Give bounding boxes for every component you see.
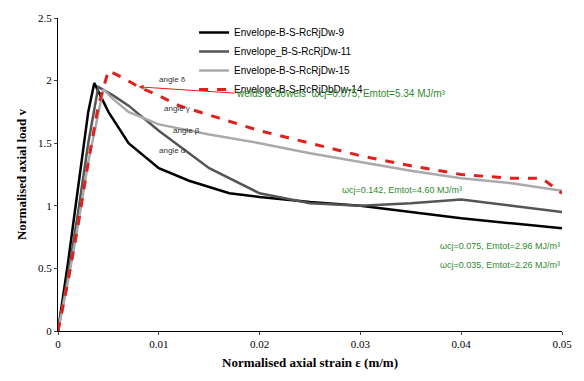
svg-text:Normalised axial load v: Normalised axial load v: [14, 108, 29, 240]
svg-text:1.5: 1.5: [38, 137, 52, 149]
svg-text:0.05: 0.05: [552, 338, 572, 350]
svg-text:0.01: 0.01: [149, 338, 168, 350]
svg-text:0: 0: [46, 325, 52, 337]
svg-text:Envelope-B-S-RcRjDbDw-14: Envelope-B-S-RcRjDbDw-14: [234, 84, 363, 95]
svg-text:2: 2: [46, 74, 52, 86]
svg-text:2.5: 2.5: [38, 12, 52, 24]
svg-text:0.5: 0.5: [38, 262, 52, 274]
svg-text:0: 0: [55, 338, 61, 350]
svg-text:angle α: angle α: [159, 146, 186, 155]
svg-text:angle β: angle β: [173, 126, 200, 135]
svg-text:angle δ: angle δ: [159, 75, 186, 84]
svg-text:Envelope_B-S-RcRjDw-11: Envelope_B-S-RcRjDw-11: [234, 46, 352, 57]
svg-text:ωcj=0.035, Emtot=2.26 MJ/m³: ωcj=0.035, Emtot=2.26 MJ/m³: [440, 260, 560, 270]
svg-text:Envelope-B-S-RcRjDw-15: Envelope-B-S-RcRjDw-15: [234, 65, 350, 76]
svg-text:1: 1: [46, 200, 52, 212]
svg-text:angle γ: angle γ: [164, 104, 190, 113]
svg-text:ωcj=0.142, Emtot=4.60 MJ/m³: ωcj=0.142, Emtot=4.60 MJ/m³: [342, 185, 462, 195]
svg-text:0.04: 0.04: [452, 338, 472, 350]
svg-text:Normalised axial strain ε (m/m: Normalised axial strain ε (m/m): [222, 355, 398, 370]
svg-text:ωcj=0.075, Emtot=2.96 MJ/m³: ωcj=0.075, Emtot=2.96 MJ/m³: [440, 241, 560, 251]
svg-text:welds & dowels ωcj=0.075, Emt: welds & dowels ωcj=0.075, Emtot=5.34 MJ/…: [236, 88, 446, 99]
svg-text:0.03: 0.03: [351, 338, 371, 350]
svg-text:0.02: 0.02: [250, 338, 269, 350]
svg-text:Envelope-B-S-RcRjDw-9: Envelope-B-S-RcRjDw-9: [234, 27, 344, 38]
